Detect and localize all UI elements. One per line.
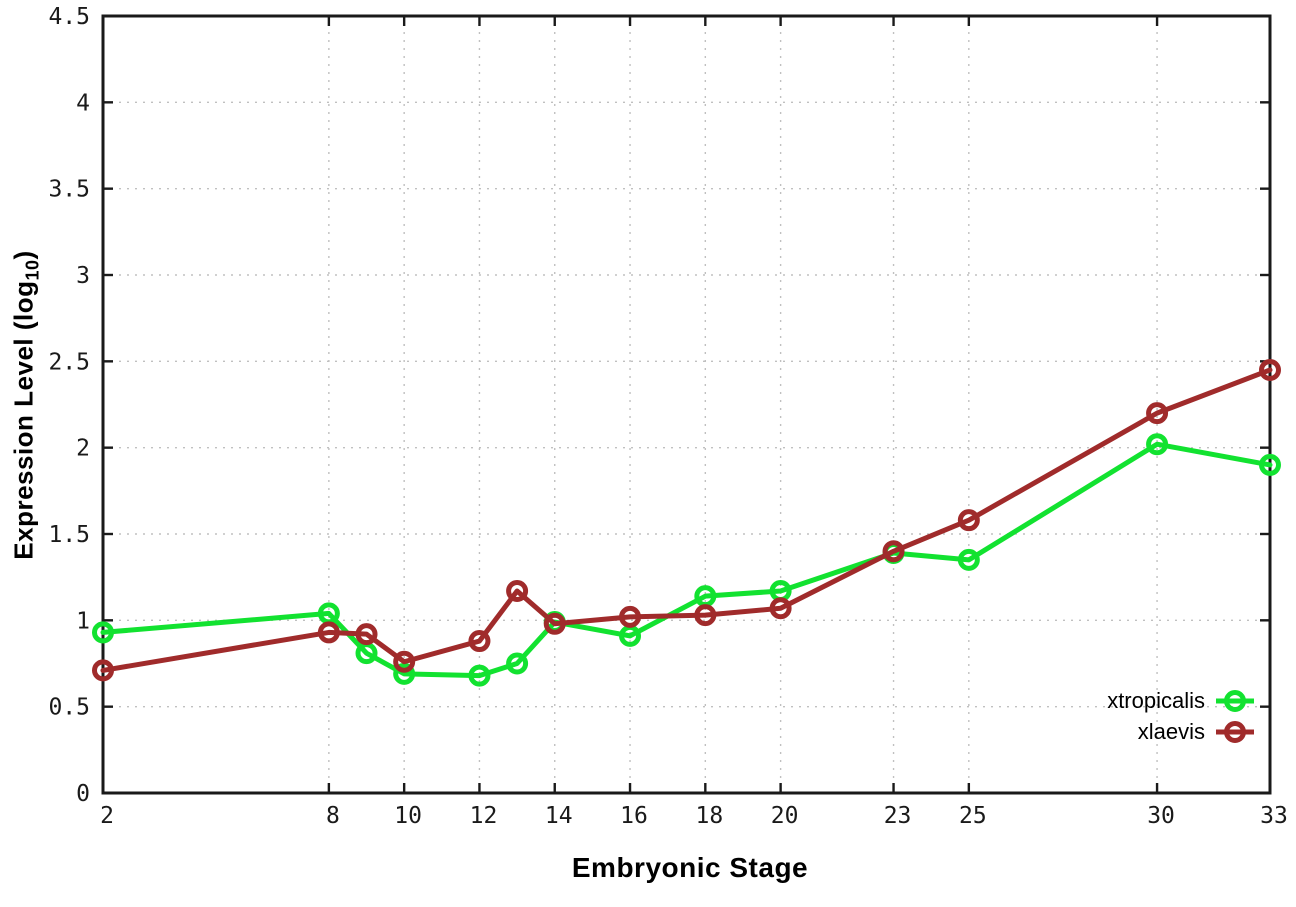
x-tick-label: 12: [470, 803, 498, 829]
series-marker-xlaevis: [694, 604, 717, 627]
series-marker-xlaevis: [393, 650, 416, 673]
series-marker-xtropicalis: [393, 662, 416, 685]
series-marker-xtropicalis: [1146, 433, 1169, 456]
legend-circle-icon: [1224, 720, 1246, 743]
y-tick-label: 4: [76, 90, 90, 116]
y-tick-label: 4.5: [48, 4, 90, 30]
y-axis-title-text: Expression Level (log: [8, 280, 39, 560]
series-marker-xlaevis: [506, 579, 529, 602]
y-tick-label: 3: [76, 263, 90, 289]
series-line-xlaevis: [100, 367, 1273, 673]
y-tick-label: 2.5: [48, 349, 90, 375]
x-tick-label: 30: [1147, 803, 1175, 829]
x-tick-label: 10: [394, 803, 422, 829]
y-tick-label: 3.5: [48, 177, 90, 203]
series-marker-xlaevis: [317, 621, 340, 644]
series-marker-xlaevis: [882, 540, 905, 563]
legend-row-xtropicalis: xtropicalis: [1107, 685, 1256, 716]
y-axis-title-close: ): [8, 250, 39, 260]
plot-border: [101, 14, 1272, 795]
series-marker-xlaevis: [543, 612, 566, 635]
x-tick-label: 8: [326, 803, 340, 829]
series-marker-xlaevis: [957, 509, 980, 532]
series-marker-xlaevis: [769, 597, 792, 620]
series-marker-xlaevis: [1259, 358, 1281, 381]
x-tick-label: 25: [959, 803, 987, 829]
x-tick-label: 18: [695, 803, 723, 829]
series-marker-xtropicalis: [92, 621, 114, 644]
x-tick-label: 20: [771, 803, 799, 829]
legend-marker-xtropicalis: [1216, 689, 1254, 712]
x-tick-label: 16: [620, 803, 648, 829]
series-marker-xlaevis: [1146, 402, 1169, 425]
y-axis-title-subscript: 10: [22, 259, 43, 281]
series-marker-xlaevis: [619, 605, 642, 628]
x-tick-label: 23: [884, 803, 912, 829]
x-tick-label: 14: [545, 803, 573, 829]
series-marker-xlaevis: [92, 659, 114, 682]
y-tick-label: 1: [76, 608, 90, 634]
legend-label-xtropicalis: xtropicalis: [1107, 687, 1205, 713]
series-marker-xtropicalis: [1259, 453, 1281, 476]
legend: xtropicalis xlaevis: [1107, 685, 1256, 747]
y-tick-label: 1.5: [48, 522, 90, 548]
series-marker-xlaevis: [468, 630, 491, 653]
series-marker-xtropicalis: [957, 548, 980, 571]
x-tick-label: 33: [1260, 803, 1288, 829]
x-tick-label: 2: [100, 803, 114, 829]
x-axis-title: Embryonic Stage: [571, 852, 809, 883]
series-marker-xtropicalis: [506, 652, 529, 675]
y-tick-label: 0: [76, 781, 90, 807]
legend-label-xlaevis: xlaevis: [1137, 718, 1205, 744]
y-tick-label: 0.5: [48, 695, 90, 721]
legend-row-xlaevis: xlaevis: [1138, 716, 1256, 747]
y-tick-label: 2: [76, 436, 90, 462]
y-axis-title: Expression Level (log10): [9, 250, 44, 559]
legend-marker-xlaevis: [1216, 720, 1254, 743]
series-marker-xlaevis: [355, 623, 378, 646]
series-marker-xtropicalis: [468, 664, 491, 687]
legend-circle-icon: [1224, 689, 1246, 712]
